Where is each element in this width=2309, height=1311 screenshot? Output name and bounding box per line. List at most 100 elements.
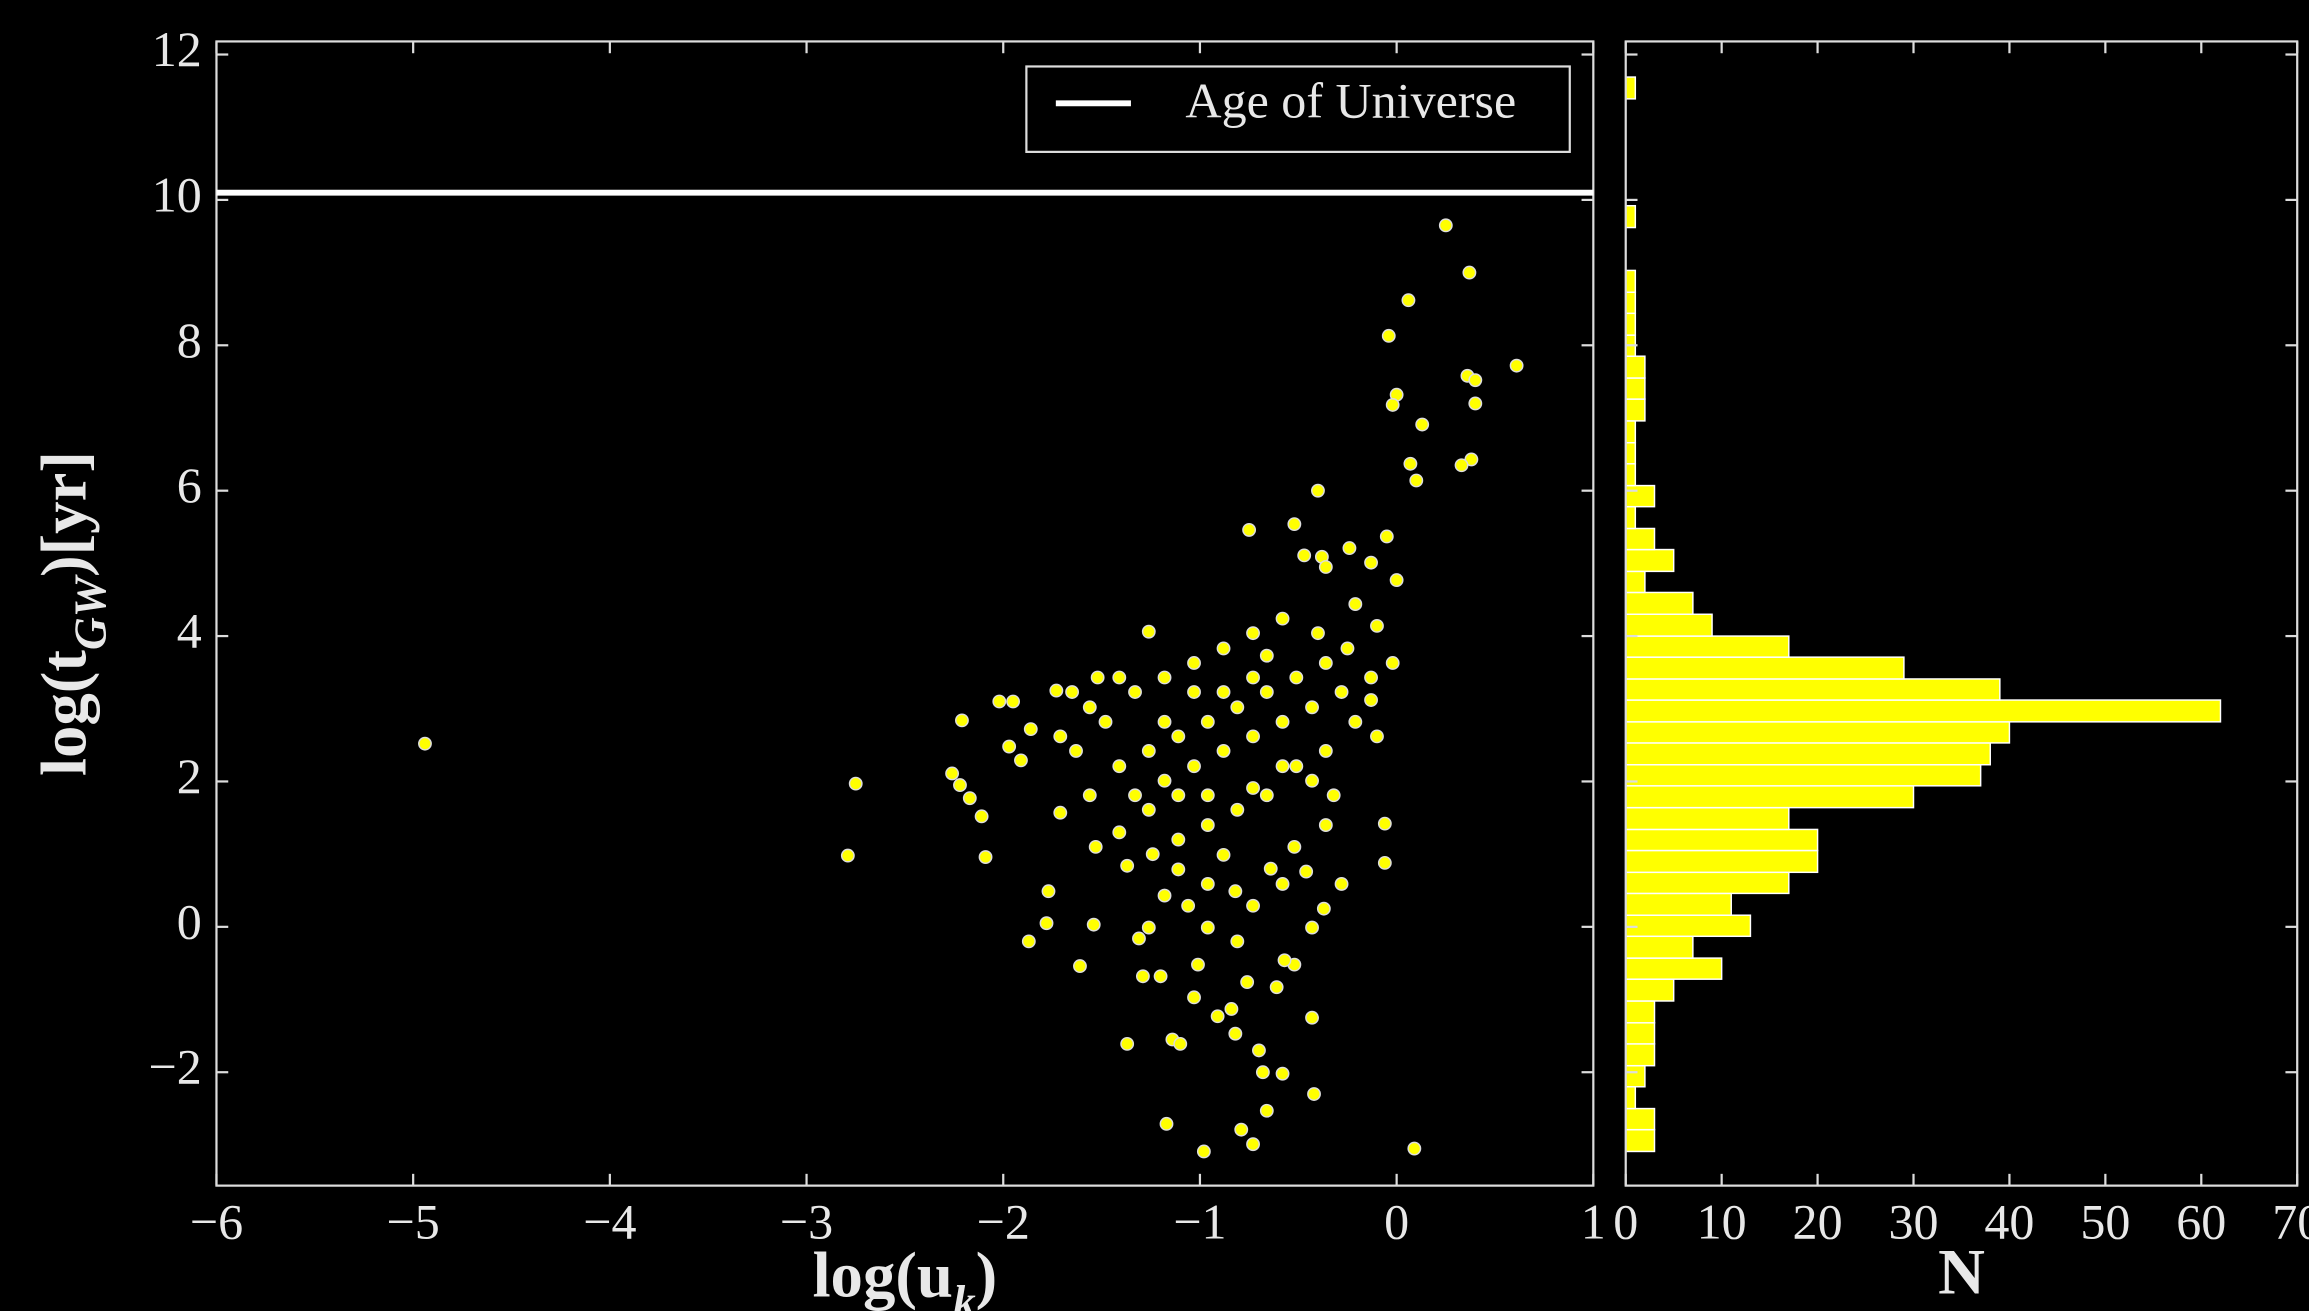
scatter-point	[1128, 685, 1142, 699]
histogram-bar	[1624, 1128, 1656, 1153]
scatter-point	[1287, 517, 1302, 532]
scatter-point	[1216, 685, 1231, 699]
scatter-point	[1246, 626, 1260, 641]
histogram-bar	[1624, 1000, 1656, 1024]
scatter-point	[1289, 759, 1304, 774]
scatter-point	[1370, 729, 1384, 744]
scatter-point	[1403, 456, 1418, 471]
y-tick-label: 2	[177, 748, 202, 804]
scatter-point	[1305, 920, 1319, 935]
scatter-point	[1275, 877, 1290, 891]
scatter-point	[1297, 548, 1312, 563]
scatter-point	[1316, 901, 1331, 916]
scatter-point	[1041, 884, 1056, 899]
scatter-point	[1073, 959, 1087, 974]
scatter-point	[418, 736, 432, 751]
scatter-point	[1014, 753, 1028, 768]
scatter-point	[1462, 265, 1477, 280]
histogram-bar	[1624, 892, 1732, 916]
label-end: )	[976, 1239, 998, 1311]
histogram-bar	[1624, 548, 1675, 573]
y-tick-label: −2	[148, 1039, 201, 1095]
histogram-bar	[1624, 828, 1819, 852]
scatter-point	[1255, 1065, 1270, 1080]
y-axis-label: log(tGW)[yr]	[29, 451, 117, 776]
histogram-bar	[1624, 1022, 1656, 1045]
scatter-point	[1389, 573, 1404, 588]
histogram-bar	[1624, 441, 1637, 465]
scatter-point	[1246, 781, 1260, 795]
scatter-point	[1200, 714, 1215, 729]
scatter-point	[1230, 802, 1245, 817]
scatter-point	[1311, 626, 1325, 641]
x-tick-label: 0	[1613, 1193, 1638, 1249]
scatter-point	[1132, 931, 1146, 946]
scatter-point	[1438, 218, 1453, 233]
scatter-point	[1098, 714, 1113, 729]
scatter-point	[1305, 700, 1319, 715]
scatter-point	[1006, 694, 1021, 709]
scatter-point	[1230, 934, 1245, 949]
scatter-point	[1318, 656, 1333, 670]
label-main: log(t	[29, 650, 101, 776]
x-tick-label: −4	[583, 1193, 636, 1249]
scatter-point	[1342, 541, 1357, 556]
scatter-point	[1299, 864, 1314, 879]
y-tick-label: 6	[177, 457, 202, 513]
label-sub: GW	[66, 574, 116, 650]
histogram-bar	[1624, 1064, 1646, 1088]
x-tick-label: 50	[2080, 1193, 2130, 1249]
scatter-point	[1277, 953, 1292, 968]
scatter-point	[1364, 555, 1378, 570]
histogram-bar	[1624, 721, 2011, 744]
scatter-point	[1181, 898, 1196, 913]
histogram-bar	[1624, 76, 1637, 100]
histogram-bar	[1624, 678, 2001, 701]
histogram-bar	[1624, 204, 1637, 229]
scatter-point	[1228, 884, 1243, 899]
scatter-point	[1053, 805, 1068, 820]
histogram-bar	[1624, 484, 1656, 508]
scatter-point	[1200, 877, 1215, 891]
scatter-point	[1187, 990, 1201, 1005]
scatter-point	[1468, 373, 1483, 388]
histogram-bar	[1624, 377, 1646, 400]
histogram-bar	[1624, 785, 1915, 809]
histogram-bar	[1624, 699, 2222, 723]
scatter-point	[1246, 670, 1260, 685]
scatter-point	[1252, 1043, 1266, 1058]
scatter-point	[1171, 862, 1186, 877]
histogram-bar	[1624, 978, 1675, 1002]
scatter-point	[1112, 670, 1127, 685]
scatter-point	[1407, 1141, 1422, 1156]
histogram-bar	[1624, 291, 1637, 315]
scatter-point	[1259, 648, 1274, 663]
label-main: log(u	[813, 1239, 953, 1311]
scatter-point	[1415, 417, 1430, 432]
scatter-point	[1275, 1066, 1290, 1081]
x-tick-label: −6	[190, 1193, 243, 1249]
scatter-point	[1340, 641, 1355, 656]
scatter-point	[1307, 1087, 1321, 1101]
scatter-point	[1318, 560, 1333, 574]
scatter-point	[1259, 685, 1274, 699]
scatter-point	[978, 850, 993, 864]
histogram-bar	[1624, 763, 1982, 787]
scatter-point	[1409, 473, 1424, 488]
scatter-point	[1234, 1122, 1249, 1137]
scatter-point	[1120, 858, 1135, 873]
scatter-point	[1187, 685, 1201, 699]
scatter-point	[945, 766, 960, 781]
scatter-point	[1242, 523, 1257, 537]
x-tick-label: 0	[1384, 1193, 1409, 1249]
histogram-bar	[1624, 613, 1713, 637]
histogram-bar	[1624, 312, 1637, 336]
histogram-bar	[1624, 570, 1646, 594]
scatter-point	[1259, 1103, 1274, 1118]
scatter-point	[1069, 744, 1083, 758]
legend-label: Age of Universe	[1185, 73, 1516, 129]
scatter-point	[1230, 700, 1245, 715]
scatter-point	[1246, 898, 1260, 913]
scatter-point	[962, 791, 977, 806]
scatter-point	[1141, 744, 1156, 758]
